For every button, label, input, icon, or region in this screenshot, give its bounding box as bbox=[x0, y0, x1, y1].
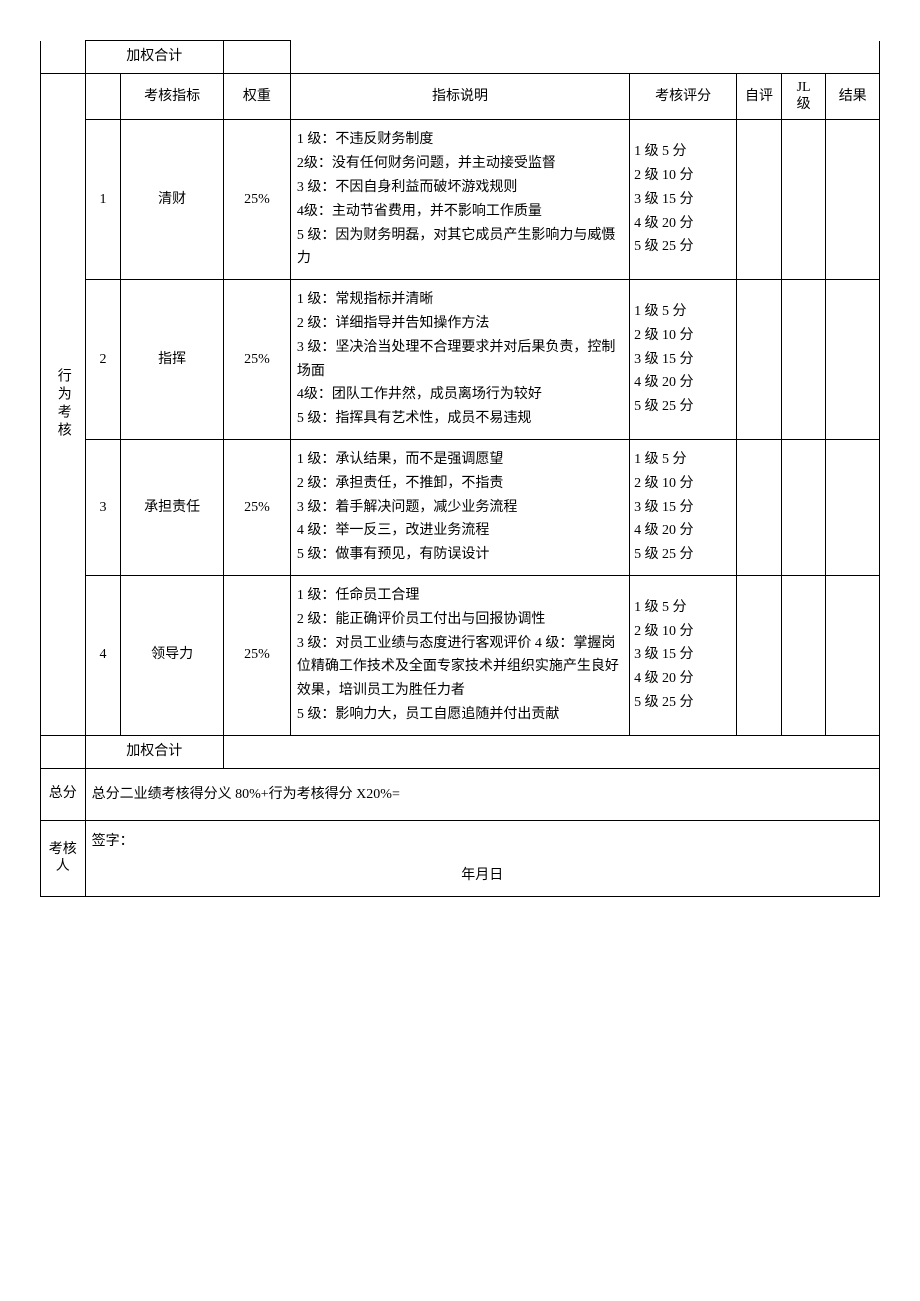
row-num: 2 bbox=[85, 280, 121, 440]
examiner-row: 考核人 签字： 年月日 bbox=[41, 821, 880, 896]
row-self-input[interactable] bbox=[737, 120, 782, 280]
row-indicator: 指挥 bbox=[121, 280, 224, 440]
page-container: 加权合计 行为考核 考核指标 权重 指标说明 考核评分 自评 JL 级 结果 1… bbox=[40, 40, 880, 897]
row-weight: 25% bbox=[223, 575, 290, 735]
row-self-input[interactable] bbox=[737, 575, 782, 735]
sign-label: 签字： bbox=[92, 834, 134, 849]
bottom-subtotal-label: 加权合计 bbox=[85, 735, 223, 768]
header-jl: JL 级 bbox=[781, 73, 826, 120]
row-scoring: 1 级 5 分2 级 10 分3 级 15 分4 级 20 分5 级 25 分 bbox=[630, 120, 737, 280]
total-label-text: 总分 bbox=[49, 786, 77, 801]
header-result: 结果 bbox=[826, 73, 880, 120]
row-scoring: 1 级 5 分2 级 10 分3 级 15 分4 级 20 分5 级 25 分 bbox=[630, 575, 737, 735]
table-row: 2 指挥 25% 1 级：常规指标并清晰2 级：详细指导并告知操作方法3 级：坚… bbox=[41, 280, 880, 440]
total-formula: 总分二业绩考核得分义 80%+行为考核得分 X20%= bbox=[85, 768, 879, 821]
header-self: 自评 bbox=[737, 73, 782, 120]
row-result-input[interactable] bbox=[826, 120, 880, 280]
row-jl-input[interactable] bbox=[781, 575, 826, 735]
bottom-blank-category bbox=[41, 735, 86, 768]
row-description: 1 级：承认结果，而不是强调愿望2 级：承担责任，不推卸，不指责3 级：着手解决… bbox=[290, 439, 629, 575]
header-row: 行为考核 考核指标 权重 指标说明 考核评分 自评 JL 级 结果 bbox=[41, 73, 880, 120]
header-jl-line1: JL bbox=[797, 80, 811, 95]
row-indicator: 承担责任 bbox=[121, 439, 224, 575]
examiner-label: 考核人 bbox=[41, 821, 86, 896]
row-indicator: 领导力 bbox=[121, 575, 224, 735]
table-row: 3 承担责任 25% 1 级：承认结果，而不是强调愿望2 级：承担责任，不推卸，… bbox=[41, 439, 880, 575]
top-subtotal-blank bbox=[290, 41, 879, 74]
date-line: 年月日 bbox=[92, 855, 873, 888]
row-result-input[interactable] bbox=[826, 575, 880, 735]
table-row: 4 领导力 25% 1 级：任命员工合理2 级：能正确评价员工付出与回报协调性3… bbox=[41, 575, 880, 735]
total-label: 总分 bbox=[41, 768, 86, 821]
row-self-input[interactable] bbox=[737, 280, 782, 440]
examiner-label-text: 考核人 bbox=[49, 842, 77, 874]
row-num: 1 bbox=[85, 120, 121, 280]
row-indicator: 清财 bbox=[121, 120, 224, 280]
row-num: 3 bbox=[85, 439, 121, 575]
top-subtotal-weight-blank bbox=[223, 41, 290, 74]
header-scoring: 考核评分 bbox=[630, 73, 737, 120]
header-weight: 权重 bbox=[223, 73, 290, 120]
row-description: 1 级：不违反财务制度2级：没有任何财务问题，并主动接受监督3 级：不因自身利益… bbox=[290, 120, 629, 280]
total-row: 总分 总分二业绩考核得分义 80%+行为考核得分 X20%= bbox=[41, 768, 880, 821]
row-self-input[interactable] bbox=[737, 439, 782, 575]
row-scoring: 1 级 5 分2 级 10 分3 级 15 分4 级 20 分5 级 25 分 bbox=[630, 280, 737, 440]
header-num-blank bbox=[85, 73, 121, 120]
table-row: 1 清财 25% 1 级：不违反财务制度2级：没有任何财务问题，并主动接受监督3… bbox=[41, 120, 880, 280]
bottom-subtotal-row: 加权合计 bbox=[41, 735, 880, 768]
row-scoring: 1 级 5 分2 级 10 分3 级 15 分4 级 20 分5 级 25 分 bbox=[630, 439, 737, 575]
header-jl-line2: 级 bbox=[797, 97, 811, 112]
top-subtotal-row: 加权合计 bbox=[41, 41, 880, 74]
row-result-input[interactable] bbox=[826, 439, 880, 575]
row-jl-input[interactable] bbox=[781, 280, 826, 440]
row-weight: 25% bbox=[223, 439, 290, 575]
row-jl-input[interactable] bbox=[781, 120, 826, 280]
header-indicator: 考核指标 bbox=[121, 73, 224, 120]
row-description: 1 级：任命员工合理2 级：能正确评价员工付出与回报协调性3 级：对员工业绩与态… bbox=[290, 575, 629, 735]
sign-cell: 签字： 年月日 bbox=[85, 821, 879, 896]
row-num: 4 bbox=[85, 575, 121, 735]
evaluation-table: 加权合计 行为考核 考核指标 权重 指标说明 考核评分 自评 JL 级 结果 1… bbox=[40, 40, 880, 897]
top-subtotal-label: 加权合计 bbox=[85, 41, 223, 74]
header-description: 指标说明 bbox=[290, 73, 629, 120]
row-description: 1 级：常规指标并清晰2 级：详细指导并告知操作方法3 级：坚决洽当处理不合理要… bbox=[290, 280, 629, 440]
row-weight: 25% bbox=[223, 120, 290, 280]
bottom-subtotal-blank bbox=[223, 735, 879, 768]
row-jl-input[interactable] bbox=[781, 439, 826, 575]
top-blank-category bbox=[41, 41, 86, 74]
category-label: 行为考核 bbox=[41, 73, 86, 735]
row-weight: 25% bbox=[223, 280, 290, 440]
row-result-input[interactable] bbox=[826, 280, 880, 440]
